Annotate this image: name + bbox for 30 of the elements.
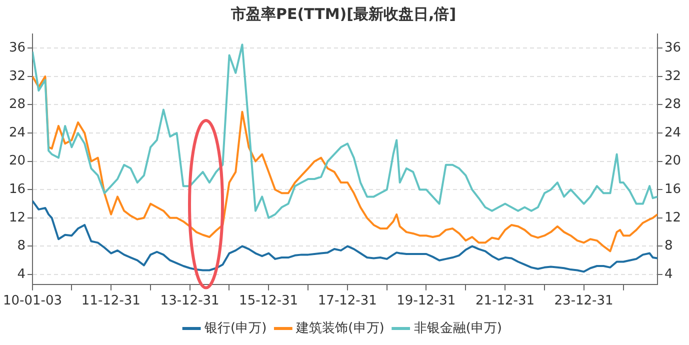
y-tick-label: 36 [8,40,26,56]
y2-tick-label: 12 [664,210,682,226]
x-tick-label: 15-12-31 [239,294,298,309]
x-tick-label: 21-12-31 [476,294,535,309]
y2-tick-label: 24 [664,125,682,140]
y2-tick-label: 28 [664,97,682,112]
y-tick-label: 24 [8,125,26,140]
x-tick-label: 10-01-03 [2,294,62,309]
y2-tick-label: 36 [664,40,682,56]
legend-label: 银行(申万) [204,320,267,336]
x-tick-label: 13-12-31 [160,294,220,309]
x-tick-label: 23-12-31 [554,294,614,309]
y2-tick-label: 8 [664,238,673,254]
y-tick-label: 4 [17,266,26,282]
y-tick-label: 20 [8,154,26,169]
x-tick-label: 17-12-31 [318,294,377,309]
y-tick-label: 16 [8,182,26,197]
y2-tick-label: 32 [664,68,682,84]
y-tick-label: 28 [8,97,26,112]
legend-label: 建筑装饰(申万) [295,320,384,336]
legend-label: 非银金融(申万) [414,320,502,336]
chart-title: 市盈率PE(TTM)[最新收盘日,倍] [230,4,456,23]
x-tick-label: 19-12-31 [396,294,456,309]
y-tick-label: 32 [8,68,26,84]
y2-tick-label: 4 [664,266,673,282]
y-tick-label: 12 [8,210,26,226]
y-tick-label: 8 [17,238,26,254]
y2-tick-label: 20 [664,154,682,169]
x-tick-label: 11-12-31 [81,294,140,309]
y2-tick-label: 16 [664,182,682,197]
